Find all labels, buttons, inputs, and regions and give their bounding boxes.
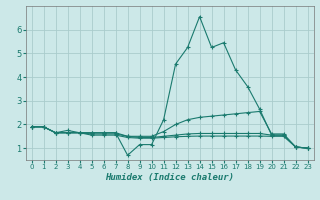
X-axis label: Humidex (Indice chaleur): Humidex (Indice chaleur) [105, 173, 234, 182]
